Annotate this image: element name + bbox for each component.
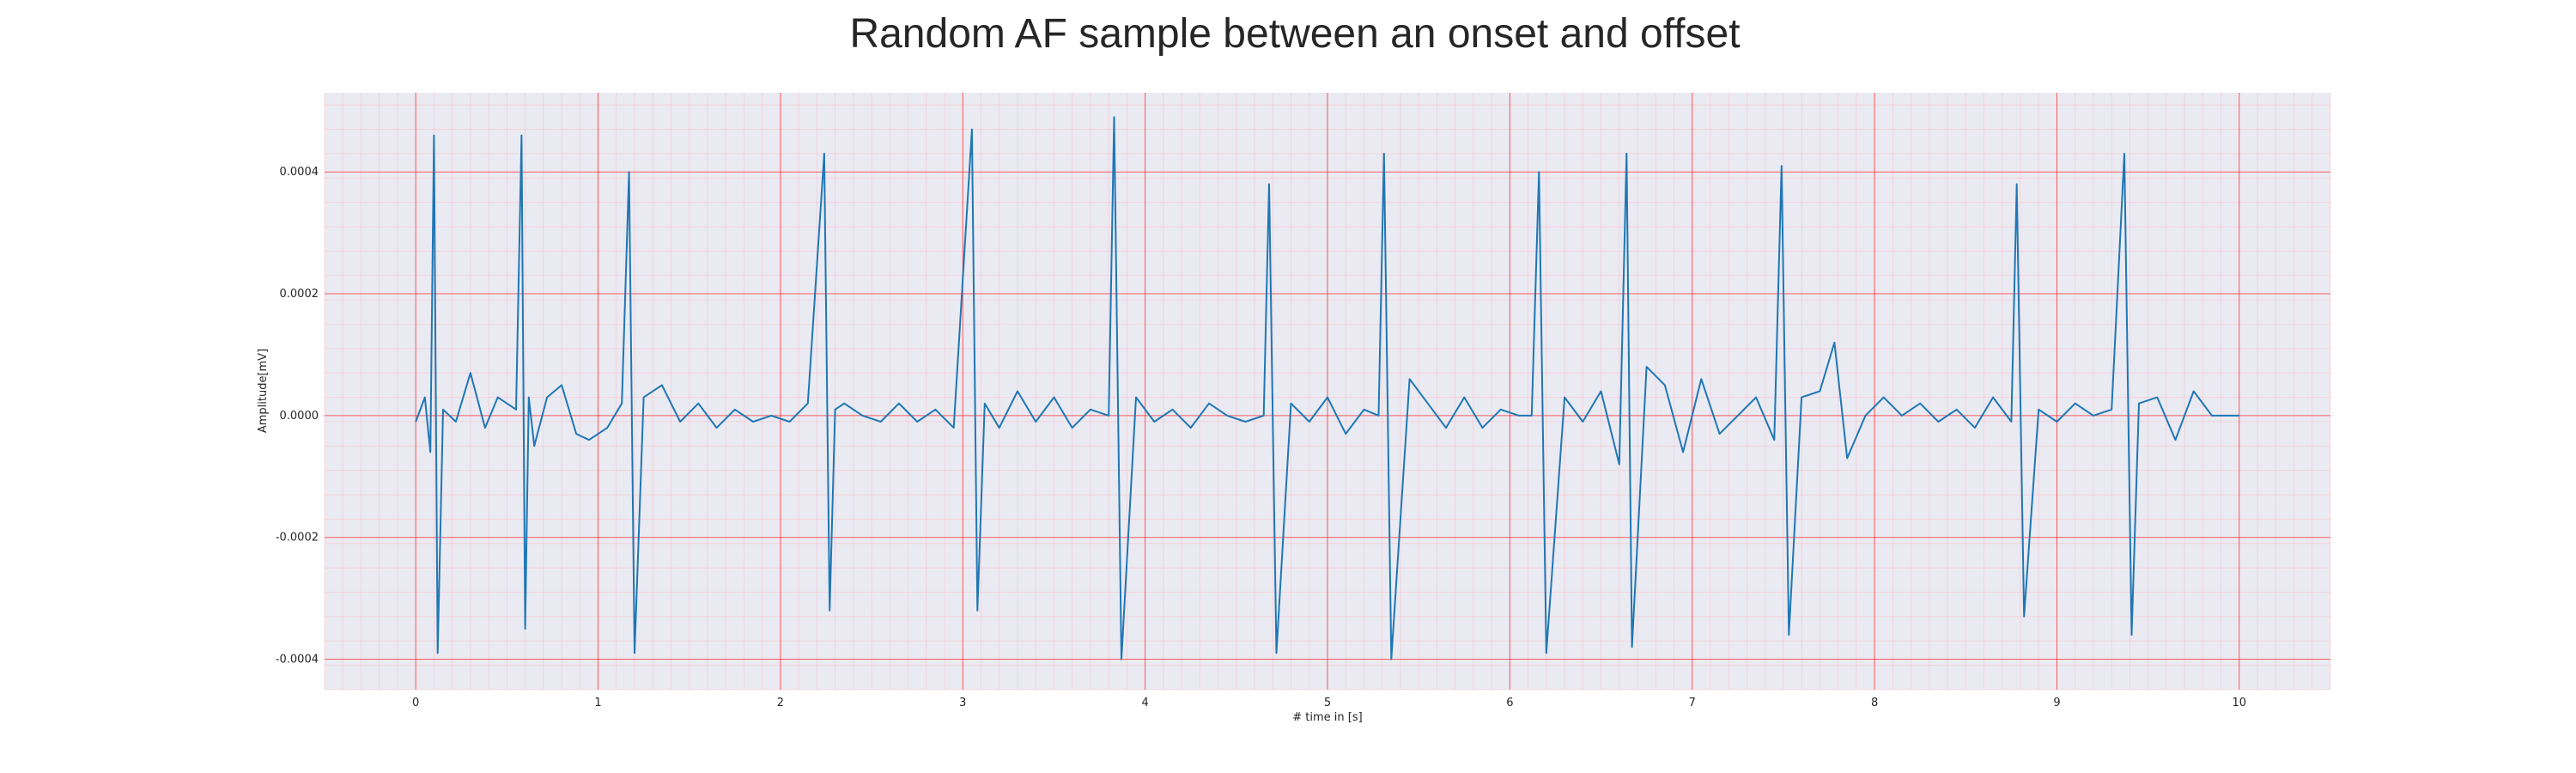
x-tick-label: 10 [2233,697,2247,709]
x-axis-label: # time in [s] [1292,711,1362,724]
y-tick-label: 0.0004 [280,166,319,179]
x-tick-label: 7 [1689,697,1696,709]
y-tick-label: -0.0004 [276,654,319,666]
y-tick-label: 0.0002 [280,288,319,301]
x-tick-label: 8 [1871,697,1878,709]
x-tick-label: 2 [777,697,784,709]
x-tick-label: 3 [959,697,966,709]
y-tick-labels: -0.0004 -0.0002 0.0000 0.0002 0.0004 [276,166,319,666]
y-axis-label: Amplitude[mV] [257,349,270,433]
chart-title: Random AF sample between an onset and of… [849,11,1740,57]
x-tick-labels: 0 1 2 3 4 5 6 7 8 9 10 [412,697,2246,709]
x-tick-label: 6 [1506,697,1513,709]
x-tick-label: 4 [1141,697,1148,709]
x-tick-label: 0 [412,697,419,709]
major-grid [325,93,2330,690]
y-tick-label: 0.0000 [280,410,319,423]
series-layer [415,116,2239,660]
x-tick-label: 1 [594,697,601,709]
y-tick-label: -0.0002 [276,532,319,545]
x-tick-label: 9 [2053,697,2060,709]
x-tick-label: 5 [1324,697,1331,709]
series-line [415,116,2239,660]
